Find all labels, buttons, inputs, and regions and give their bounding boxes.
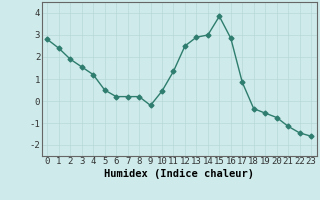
- X-axis label: Humidex (Indice chaleur): Humidex (Indice chaleur): [104, 169, 254, 179]
